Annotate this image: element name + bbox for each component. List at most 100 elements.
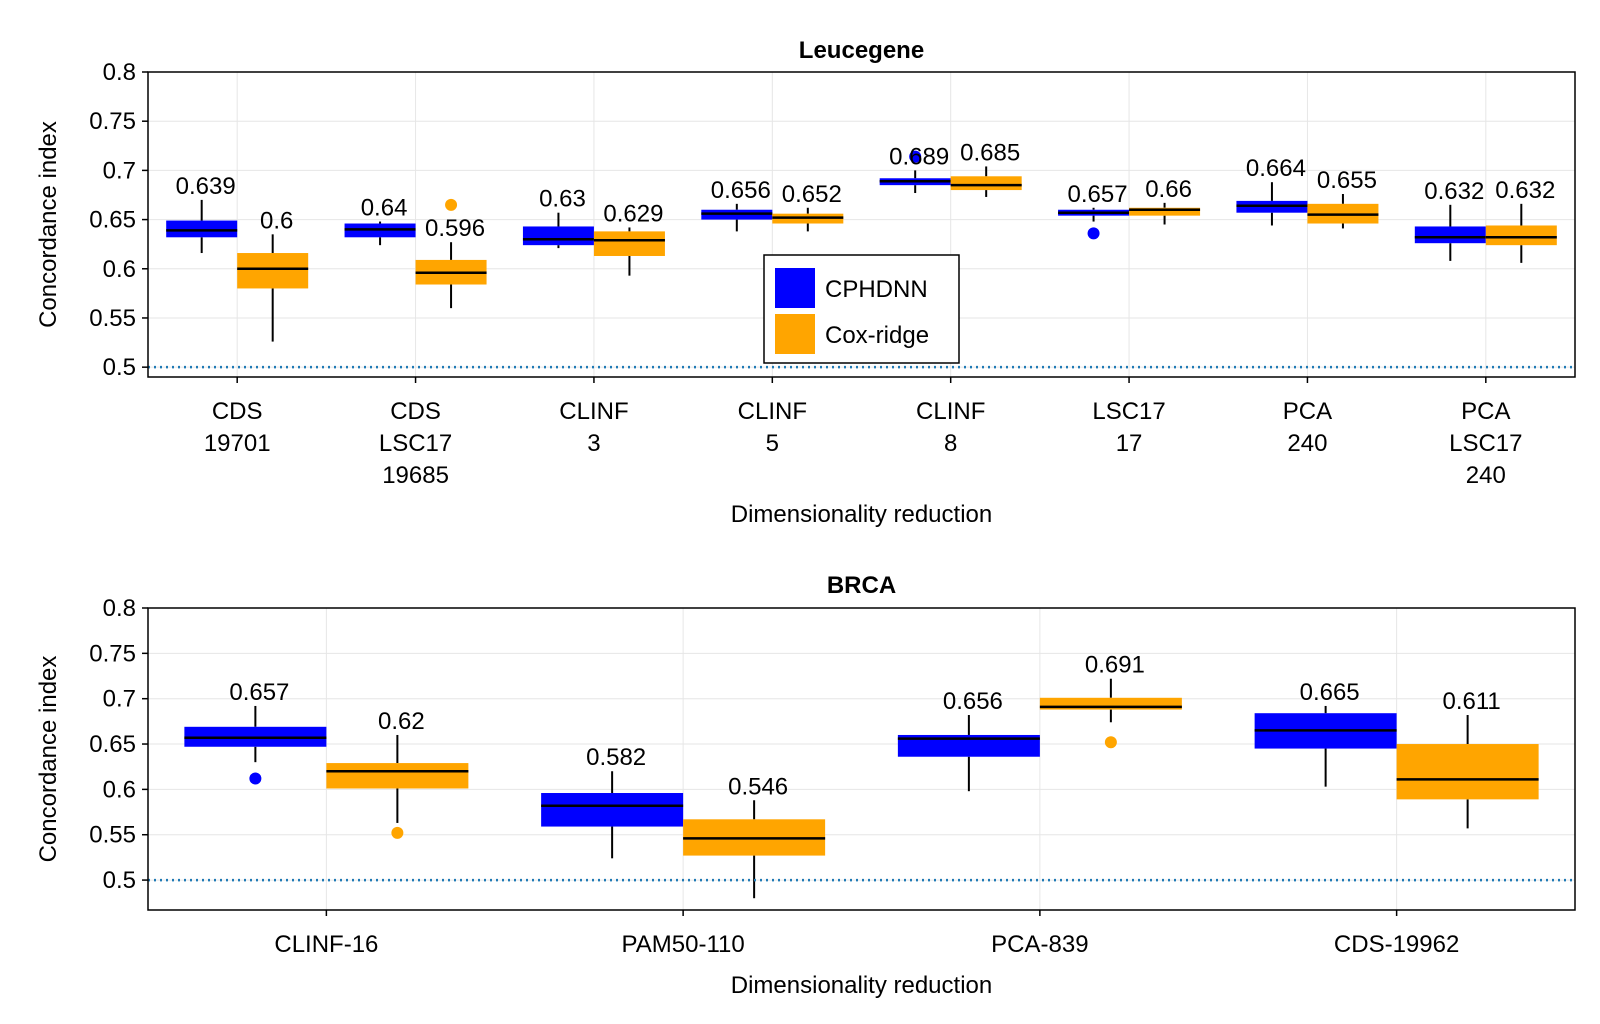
x-tick-label: CLINF 8 <box>916 398 985 457</box>
median-label: 0.656 <box>943 688 1003 715</box>
legend-label-cphdnn: CPHDNN <box>825 276 928 303</box>
box-body <box>1414 226 1486 244</box>
box-cox-ridge-2: 0.546 <box>683 773 826 899</box>
box-cphdnn-8: 0.632 <box>1414 178 1486 261</box>
median-label: 0.656 <box>711 177 771 204</box>
median-label: 0.64 <box>361 195 408 222</box>
box-body <box>522 226 594 246</box>
y-tick-label: 0.7 <box>103 157 136 184</box>
chart-title: BRCA <box>827 572 896 599</box>
y-tick-label: 0.8 <box>103 595 136 622</box>
box-body <box>1396 744 1539 800</box>
median-label: 0.66 <box>1145 176 1192 203</box>
y-tick-label: 0.5 <box>103 867 136 894</box>
y-tick-label: 0.7 <box>103 686 136 713</box>
box-cphdnn-2: 0.64 <box>344 195 416 246</box>
median-label: 0.689 <box>889 143 949 170</box>
x-tick-label: PCA-839 <box>991 931 1088 958</box>
chart-panel-1: 0.639 0.64 0.63 0.656 0.689 0.657 0.664 0.632 0.… <box>35 37 1576 528</box>
y-tick-label: 0.5 <box>103 354 136 381</box>
legend-swatch-cox-ridge <box>775 314 815 354</box>
box-cphdnn-2: 0.582 <box>541 744 684 859</box>
box-body <box>166 220 238 238</box>
x-tick-label: PAM50-110 <box>622 931 745 958</box>
box-cphdnn-4: 0.656 <box>701 177 773 232</box>
box-body <box>326 763 469 789</box>
outlier-point <box>1087 227 1100 240</box>
y-tick-label: 0.75 <box>89 640 136 667</box>
box-cox-ridge-5: 0.685 <box>950 139 1022 197</box>
x-tick-label: CLINF 5 <box>738 398 807 457</box>
x-tick-label: LSC17 17 <box>1092 398 1165 457</box>
box-cox-ridge-4: 0.611 <box>1396 688 1539 829</box>
x-tick-label: PCA LSC17 240 <box>1449 398 1522 489</box>
median-label: 0.657 <box>1068 181 1128 208</box>
box-cphdnn-3: 0.656 <box>897 688 1040 792</box>
y-tick-label: 0.65 <box>89 731 136 758</box>
box-cphdnn-7: 0.664 <box>1236 155 1308 226</box>
box-body <box>1485 225 1557 246</box>
y-tick-label: 0.6 <box>103 256 136 283</box>
outlier-point <box>249 772 262 785</box>
y-tick-label: 0.65 <box>89 207 136 234</box>
x-tick-label: CDS LSC17 19685 <box>379 398 452 489</box>
box-cox-ridge-8: 0.632 <box>1485 177 1557 263</box>
median-label: 0.63 <box>539 186 586 213</box>
box-cphdnn-4: 0.665 <box>1254 679 1397 787</box>
x-axis-label: Dimensionality reduction <box>731 972 992 999</box>
outlier-point <box>1104 736 1117 749</box>
x-tick-label: CDS-19962 <box>1334 931 1459 958</box>
median-label: 0.582 <box>586 744 646 771</box>
box-cox-ridge-1: 0.62 <box>326 708 469 839</box>
y-axis-label: Concordance index <box>35 121 62 328</box>
median-label: 0.652 <box>782 181 842 208</box>
outlier-point <box>909 150 922 163</box>
box-cphdnn-1: 0.639 <box>166 173 238 254</box>
median-label: 0.639 <box>176 173 236 200</box>
box-cox-ridge-3: 0.629 <box>593 200 665 276</box>
y-tick-label: 0.8 <box>103 59 136 86</box>
box-body <box>950 176 1022 191</box>
outlier-point <box>391 826 404 839</box>
median-label: 0.691 <box>1085 652 1145 679</box>
median-label: 0.629 <box>603 200 663 227</box>
box-cox-ridge-4: 0.652 <box>772 181 844 232</box>
x-tick-label: CLINF 3 <box>559 398 628 457</box>
chart-title: Leucegene <box>799 37 924 64</box>
median-label: 0.655 <box>1317 167 1377 194</box>
y-tick-label: 0.55 <box>89 822 136 849</box>
box-body <box>237 253 309 289</box>
median-label: 0.62 <box>378 708 425 735</box>
box-body <box>897 734 1040 757</box>
median-label: 0.611 <box>1442 688 1500 715</box>
box-body <box>541 793 684 827</box>
box-body <box>1039 697 1182 710</box>
box-cphdnn-5: 0.689 <box>879 143 951 194</box>
box-cox-ridge-6: 0.66 <box>1129 176 1201 225</box>
y-tick-label: 0.75 <box>89 108 136 135</box>
median-label: 0.632 <box>1424 178 1484 205</box>
y-tick-label: 0.55 <box>89 305 136 332</box>
x-tick-label: CDS 19701 <box>204 398 271 457</box>
box-cphdnn-1: 0.657 <box>184 679 327 785</box>
median-label: 0.6 <box>260 207 293 234</box>
median-label: 0.657 <box>229 679 289 706</box>
median-label: 0.664 <box>1246 155 1306 182</box>
median-label: 0.665 <box>1300 679 1360 706</box>
outlier-point <box>445 198 458 211</box>
legend-label-cox-ridge: Cox-ridge <box>825 322 929 349</box>
box-cox-ridge-1: 0.6 <box>237 207 309 342</box>
box-cox-ridge-7: 0.655 <box>1307 167 1379 229</box>
legend: CPHDNN Cox-ridge <box>763 254 960 364</box>
box-cphdnn-6: 0.657 <box>1058 181 1130 240</box>
box-body <box>1129 207 1201 216</box>
median-label: 0.596 <box>425 215 485 242</box>
plot-frame <box>147 71 1576 378</box>
y-axis-label: Concordance index <box>35 656 62 863</box>
box-cphdnn-3: 0.63 <box>522 186 594 249</box>
x-tick-label: PCA 240 <box>1283 398 1332 457</box>
box-cox-ridge-2: 0.596 <box>415 198 487 309</box>
x-axis-label: Dimensionality reduction <box>731 501 992 528</box>
x-tick-label: CLINF-16 <box>274 931 378 958</box>
